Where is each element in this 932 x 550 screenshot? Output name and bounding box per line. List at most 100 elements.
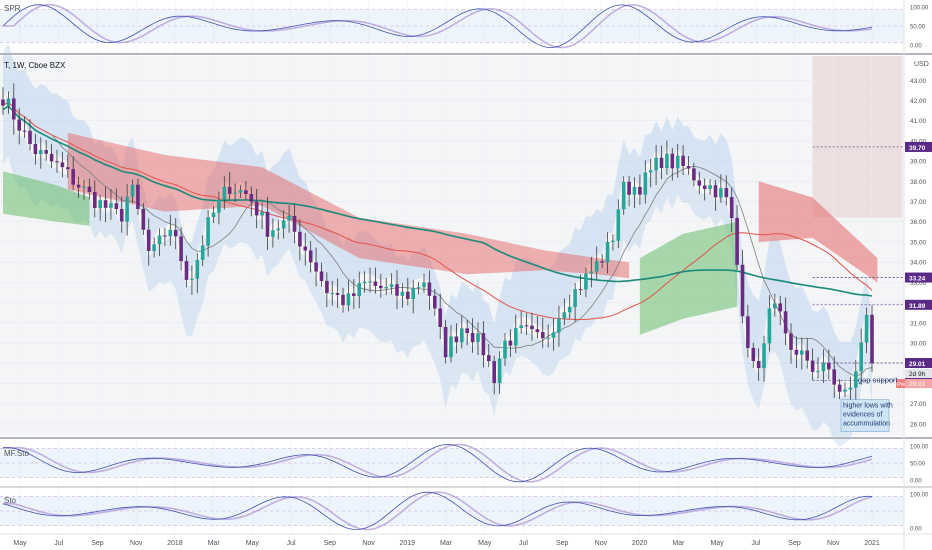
candle-body	[200, 245, 205, 260]
candle-body	[816, 371, 820, 373]
candle-body	[103, 200, 108, 208]
candle-body	[244, 190, 248, 194]
candle-body	[254, 201, 259, 216]
price-tag	[905, 299, 932, 310]
candle-body	[298, 231, 302, 247]
candle-body	[136, 184, 140, 209]
countdown-tag	[905, 369, 932, 379]
candle-body	[837, 384, 842, 392]
candle-body	[82, 186, 86, 188]
candle-body	[719, 188, 723, 198]
candle-body	[76, 184, 81, 188]
candle-body	[492, 361, 496, 384]
candle-body	[362, 281, 367, 284]
osc-tick-label: 50.00	[910, 25, 926, 31]
x-tick-label: Nov	[130, 540, 143, 547]
price-tag-text: 29.01	[909, 361, 926, 368]
x-tick-label: Jul	[751, 540, 760, 547]
x-tick-label: Nov	[362, 540, 375, 547]
candle-body	[616, 209, 621, 241]
candle-body	[346, 293, 351, 306]
candle-body	[238, 190, 243, 193]
candle-body	[460, 328, 464, 343]
annotation-text: gap support	[858, 375, 899, 384]
x-tick-label: Sep	[91, 540, 104, 547]
osc-main-line	[2, 4, 873, 48]
candle-body	[800, 350, 804, 355]
x-tick-label: May	[710, 540, 724, 547]
y-tick-label: 38.00	[910, 179, 927, 186]
candle-body	[584, 273, 588, 290]
candle-body	[594, 261, 599, 272]
y-tick-label: 37.00	[910, 199, 927, 206]
pre-tag-text: Pre	[897, 382, 906, 388]
candle-body	[227, 186, 232, 194]
x-tick-label: Nov	[827, 540, 840, 547]
candle-body	[497, 358, 502, 384]
candle-body	[384, 287, 388, 289]
candle-body	[195, 259, 200, 279]
candle-body	[173, 229, 178, 237]
candle-body	[28, 130, 32, 144]
price-tag-text: 31.89	[909, 303, 926, 310]
osc-tick-label: 0.00	[910, 478, 922, 484]
candle-body	[416, 287, 421, 289]
candle-body	[465, 328, 469, 333]
bullish-kumo-recent	[639, 221, 738, 335]
candle-body	[433, 295, 437, 309]
x-tick-label: May	[13, 540, 27, 547]
candle-body	[621, 181, 626, 210]
candle-body	[87, 186, 92, 192]
x-tick-label: Sep	[556, 540, 569, 547]
candle-body	[605, 242, 610, 263]
candle-body	[740, 264, 745, 317]
candle-body	[379, 285, 383, 289]
candle-body	[870, 314, 874, 364]
candle-body	[146, 229, 151, 251]
y-tick-label: 39.00	[910, 159, 927, 166]
candle-body	[487, 355, 491, 362]
candle-body	[281, 220, 286, 229]
candle-body	[395, 284, 399, 296]
candle-body	[249, 194, 254, 202]
spr-panel-title: SPR	[4, 4, 21, 13]
candle-body	[821, 362, 826, 372]
candle-body	[535, 329, 540, 333]
candle-body	[654, 157, 658, 171]
candle-body	[265, 211, 270, 237]
candle-body	[422, 282, 426, 288]
candle-body	[843, 389, 847, 392]
candle-body	[44, 150, 48, 154]
y-tick-label: 43.00	[910, 78, 927, 85]
candle-body	[524, 325, 529, 327]
osc-signal-line	[3, 3, 873, 49]
candle-body	[406, 291, 410, 299]
candle-body	[152, 244, 156, 251]
candle-body	[503, 340, 507, 359]
price-tag	[905, 272, 932, 283]
candle-body	[735, 217, 739, 265]
annotation-box	[840, 399, 890, 432]
candle-body	[427, 282, 432, 296]
x-tick-label: Sep	[324, 540, 337, 547]
candle-body	[352, 293, 356, 296]
candle-body	[1, 99, 5, 106]
candle-body	[551, 332, 556, 338]
candle-body	[400, 291, 405, 296]
candle-body	[125, 196, 129, 222]
candle-body	[438, 308, 442, 327]
candle-body	[157, 235, 162, 245]
candle-body	[476, 333, 480, 343]
candle-body	[681, 155, 685, 166]
candle-body	[93, 192, 97, 208]
candle-body	[276, 228, 281, 231]
y-tick-label: 36.00	[910, 219, 927, 226]
bearish-kumo-recent	[758, 181, 878, 283]
symbol-title: T, 1W, Cboe BZX	[4, 61, 66, 70]
candle-body	[71, 169, 75, 185]
candle-body	[659, 157, 664, 168]
candle-body	[859, 342, 863, 372]
candle-body	[627, 181, 631, 195]
candle-body	[271, 230, 275, 237]
candle-body	[756, 361, 761, 369]
